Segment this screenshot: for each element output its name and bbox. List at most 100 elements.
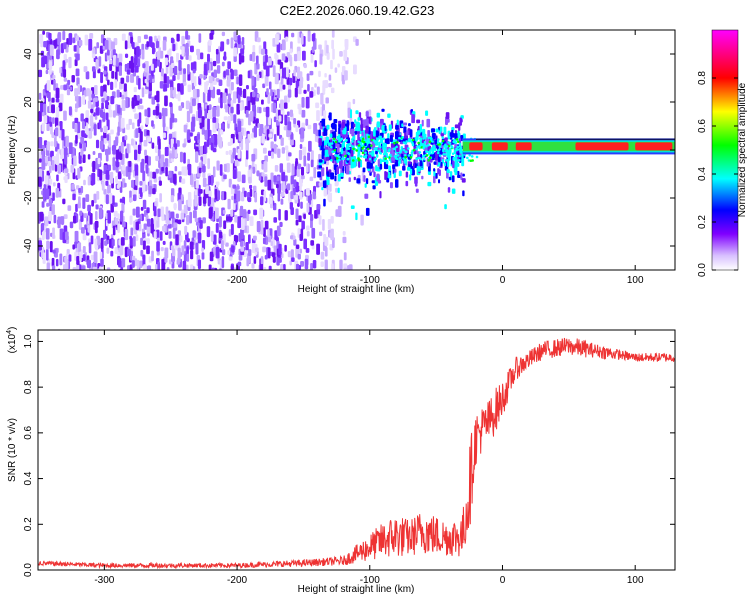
heatmap-cell-core bbox=[444, 149, 448, 153]
heatmap-cell-noise bbox=[83, 66, 88, 73]
heatmap-cell-core bbox=[379, 145, 382, 149]
heatmap-cell-core bbox=[455, 148, 459, 151]
heatmap-cell-noise bbox=[142, 199, 147, 210]
heatmap-cell-noise bbox=[227, 198, 231, 210]
heatmap-cell-transition bbox=[444, 137, 448, 141]
heatmap-cell-noise bbox=[78, 39, 83, 46]
heatmap-cell-noise bbox=[53, 39, 57, 49]
heatmap-cell-noise bbox=[270, 89, 273, 97]
heatmap-cell-noise bbox=[191, 116, 196, 128]
colorbar-tick-label: 0.0 bbox=[697, 263, 708, 277]
heatmap-cell-noise bbox=[195, 242, 199, 255]
heatmap-cell-noise bbox=[163, 83, 168, 92]
heatmap-cell-noise bbox=[204, 119, 208, 131]
heatmap-cell-transition bbox=[452, 156, 455, 161]
heatmap-cell-noise bbox=[110, 81, 114, 91]
heatmap-cell-noise bbox=[68, 106, 72, 116]
heatmap-cell-transition bbox=[395, 179, 399, 188]
heatmap-cell-noise bbox=[210, 230, 214, 242]
heatmap-cell-noise bbox=[223, 70, 226, 78]
heatmap-cell-noise bbox=[222, 55, 227, 61]
heatmap-cell-noise bbox=[124, 182, 127, 188]
heatmap-cell-transition bbox=[437, 155, 440, 161]
heatmap-cell-transition bbox=[376, 154, 379, 158]
heatmap-cell-noise bbox=[139, 98, 143, 105]
heatmap-cell-noise bbox=[50, 150, 54, 158]
heatmap-cell-noise bbox=[294, 195, 298, 201]
heatmap-cell-noise bbox=[343, 267, 347, 270]
heatmap-cell-noise bbox=[146, 225, 151, 234]
heatmap-cell-core bbox=[447, 136, 451, 139]
heatmap-cell-noise bbox=[197, 109, 202, 119]
heatmap-cell-noise bbox=[118, 247, 121, 253]
heatmap-cell-noise bbox=[291, 32, 295, 38]
heatmap-cell-noise bbox=[42, 30, 46, 35]
heatmap-cell-transition bbox=[389, 182, 393, 189]
heatmap-cell-noise bbox=[281, 39, 286, 51]
heatmap-cell-transition bbox=[409, 129, 413, 137]
heatmap-cell-core bbox=[475, 155, 479, 159]
heatmap-cell-noise bbox=[176, 33, 180, 42]
heatmap-cell-core bbox=[392, 147, 396, 151]
heatmap-cell-noise bbox=[67, 205, 72, 211]
heatmap-cell-noise bbox=[177, 83, 181, 92]
heatmap-cell-noise bbox=[112, 48, 116, 57]
x-tick-label: -300 bbox=[94, 575, 114, 586]
heatmap-cell-noise bbox=[78, 155, 82, 164]
heatmap-cell-noise bbox=[117, 171, 122, 180]
heatmap-cell-noise bbox=[52, 227, 55, 239]
heatmap-cell-noise bbox=[195, 89, 200, 98]
heatmap-cell-transition bbox=[384, 171, 388, 178]
heatmap-cell-noise bbox=[324, 247, 328, 257]
heatmap-cell-noise bbox=[46, 248, 49, 261]
heatmap-cell-noise bbox=[77, 121, 81, 134]
heatmap-cell-noise bbox=[46, 92, 50, 98]
heatmap-cell-noise bbox=[263, 266, 267, 270]
heatmap-cell-noise bbox=[214, 188, 218, 200]
heatmap-cell-noise bbox=[151, 120, 154, 127]
heatmap-cell-noise bbox=[107, 145, 111, 155]
heatmap-cell-core bbox=[386, 155, 389, 159]
heatmap-cell-noise bbox=[141, 87, 145, 98]
heatmap-cell-core bbox=[347, 147, 351, 150]
heatmap-cell-noise bbox=[38, 168, 43, 179]
heatmap-cell-noise bbox=[47, 161, 51, 167]
heatmap-cell-noise bbox=[159, 158, 163, 164]
heatmap-cell-noise bbox=[134, 113, 138, 120]
heatmap-cell-noise bbox=[344, 70, 348, 81]
heatmap-cell-noise bbox=[260, 196, 264, 206]
heatmap-cell-noise bbox=[81, 130, 85, 138]
heatmap-cell-noise bbox=[131, 122, 135, 130]
heatmap-cell-noise bbox=[95, 107, 100, 116]
heatmap-cell-noise bbox=[131, 138, 134, 146]
heatmap-cell-noise bbox=[251, 75, 255, 86]
heatmap-cell-noise bbox=[181, 46, 185, 57]
heatmap-cell-noise bbox=[281, 53, 286, 61]
heatmap-cell-noise bbox=[85, 194, 90, 203]
heatmap-cell-noise bbox=[106, 95, 110, 101]
heatmap-cell-noise bbox=[225, 105, 229, 113]
heatmap-cell-core bbox=[437, 138, 440, 141]
snr-x-label: Height of straight line (km) bbox=[298, 584, 415, 595]
heatmap-cell-noise bbox=[289, 202, 294, 210]
heatmap-cell-noise bbox=[59, 67, 62, 74]
heatmap-cell-core bbox=[361, 137, 365, 141]
heatmap-cell-noise bbox=[103, 131, 107, 139]
heatmap-cell-noise bbox=[199, 220, 203, 229]
heatmap-cell-noise bbox=[132, 236, 136, 247]
heatmap-cell-noise bbox=[64, 256, 68, 263]
heatmap-cell-noise bbox=[212, 60, 217, 67]
heatmap-cell-noise bbox=[183, 124, 188, 133]
heatmap-cell-noise bbox=[190, 264, 194, 270]
heatmap-cell-noise bbox=[92, 160, 96, 173]
heatmap-cell-noise bbox=[222, 209, 226, 215]
heatmap-cell-noise bbox=[175, 234, 179, 246]
heatmap-cell-noise bbox=[45, 156, 48, 164]
heatmap-cell-noise bbox=[182, 73, 186, 85]
heatmap-cell-noise bbox=[120, 210, 124, 222]
heatmap-cell-transition bbox=[443, 162, 447, 167]
heatmap-cell-noise bbox=[254, 191, 258, 203]
heatmap-cell-noise bbox=[42, 252, 46, 264]
heatmap-cell-core bbox=[360, 144, 364, 148]
heatmap-cell-noise bbox=[241, 36, 245, 45]
